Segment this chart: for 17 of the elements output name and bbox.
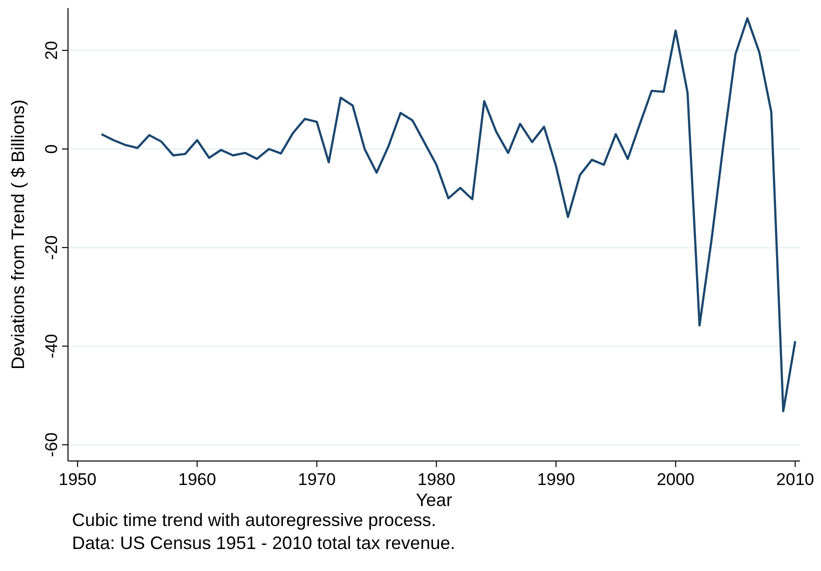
- y-axis-title: Deviations from Trend ( $ Billions): [8, 99, 28, 370]
- line-series: [100, 17, 796, 412]
- x-tick-label: 1950: [58, 470, 96, 489]
- x-tick-label: 1970: [298, 470, 336, 489]
- x-tick-label: 1980: [417, 470, 456, 489]
- x-tick-label: 1960: [178, 470, 216, 489]
- text: Cubic time trend with autoregressive process.: [72, 510, 436, 530]
- y-tick-label: 0: [42, 144, 61, 154]
- y-tick-label: 20: [42, 40, 61, 60]
- y-tick-label: -40: [42, 334, 61, 358]
- text: Data: US Census 1951 - 2010 total tax revenue.: [72, 533, 456, 553]
- x-tick-label: 1990: [537, 470, 575, 489]
- x-tick-label: 2000: [656, 470, 695, 489]
- x-tick-label: 2010: [776, 470, 814, 489]
- y-tick-label: -60: [42, 432, 61, 458]
- x-axis-title: Year: [416, 490, 452, 510]
- y-tick-label: -20: [42, 235, 61, 260]
